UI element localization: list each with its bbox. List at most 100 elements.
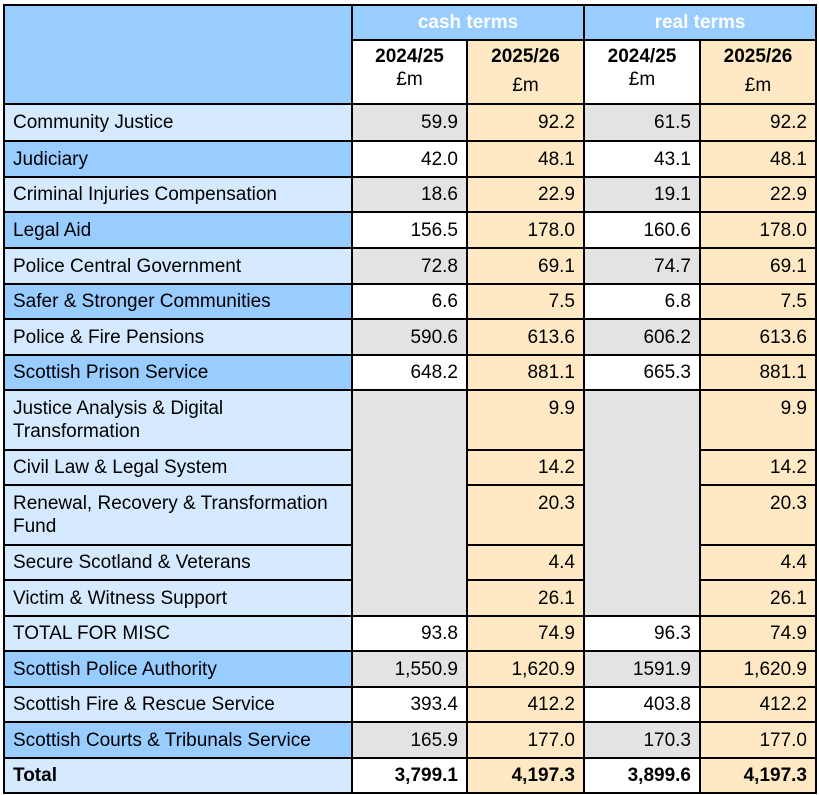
row-label: Scottish Police Authority	[3, 650, 353, 688]
cell: 178.0	[466, 211, 585, 249]
row-label: Justice Analysis & Digital Transformatio…	[3, 389, 353, 451]
cell: 177.0	[699, 721, 817, 759]
cell: 69.1	[699, 247, 817, 285]
cell: 1,620.9	[466, 650, 585, 688]
cell: 48.1	[466, 140, 585, 178]
cell: 1,550.9	[351, 650, 468, 688]
cell: 26.1	[699, 579, 817, 617]
row-label: Scottish Courts & Tribunals Service	[3, 721, 353, 759]
cell: 74.9	[466, 615, 585, 652]
cell: 20.3	[699, 484, 817, 546]
cell: 22.9	[699, 176, 817, 213]
row-label: Safer & Stronger Communities	[3, 283, 353, 320]
cell: 1,620.9	[699, 650, 817, 688]
row-label: Legal Aid	[3, 211, 353, 249]
cell: 48.1	[699, 140, 817, 178]
cell: 7.5	[466, 283, 585, 320]
cell: 393.4	[351, 686, 468, 723]
empty-cell	[351, 389, 468, 617]
cell: 20.3	[466, 484, 585, 546]
table-row: Scottish Prison Service 648.2 881.1 665.…	[3, 354, 817, 391]
cell: 14.2	[699, 449, 817, 486]
cell: 170.3	[583, 721, 701, 759]
column-header-cash-2025: 2025/26 £m	[466, 39, 585, 105]
column-header-real-2025: 2025/26 £m	[699, 39, 817, 105]
table-row: Scottish Fire & Rescue Service 393.4 412…	[3, 686, 817, 723]
cell: 412.2	[466, 686, 585, 723]
cell: 4.4	[699, 544, 817, 581]
total-cell: 3,799.1	[351, 757, 468, 794]
table-row: Legal Aid 156.5 178.0 160.6 178.0	[3, 211, 817, 249]
row-label: Scottish Prison Service	[3, 354, 353, 391]
cell: 92.2	[466, 103, 585, 142]
cell: 648.2	[351, 354, 468, 391]
cell: 93.8	[351, 615, 468, 652]
table-row: Safer & Stronger Communities 6.6 7.5 6.8…	[3, 283, 817, 320]
column-header-cash-2024: 2024/25 £m	[351, 39, 468, 105]
cell: 96.3	[583, 615, 701, 652]
column-header-real-2024: 2024/25 £m	[583, 39, 701, 105]
row-label: Renewal, Recovery & Transformation Fund	[3, 484, 353, 546]
total-label: Total	[3, 757, 353, 794]
total-cell: 4,197.3	[466, 757, 585, 794]
cell: 160.6	[583, 211, 701, 249]
cell: 69.1	[466, 247, 585, 285]
cell: 613.6	[699, 318, 817, 356]
cell: 178.0	[699, 211, 817, 249]
table-row: Criminal Injuries Compensation 18.6 22.9…	[3, 176, 817, 213]
cell: 606.2	[583, 318, 701, 356]
cell: 9.9	[699, 389, 817, 451]
cell: 665.3	[583, 354, 701, 391]
table-row: Civil Law & Legal System 14.2 14.2	[3, 449, 817, 486]
total-cell: 4,197.3	[699, 757, 817, 794]
cell: 72.8	[351, 247, 468, 285]
cell: 177.0	[466, 721, 585, 759]
cell: 19.1	[583, 176, 701, 213]
table-row: Renewal, Recovery & Transformation Fund …	[3, 484, 817, 546]
cell: 6.8	[583, 283, 701, 320]
row-label: Secure Scotland & Veterans	[3, 544, 353, 581]
cell: 613.6	[466, 318, 585, 356]
empty-cell	[583, 389, 701, 617]
budget-table: cash terms real terms 2024/25 £m 2025/26 £…	[3, 4, 817, 794]
cell: 403.8	[583, 686, 701, 723]
group-header-cash: cash terms	[351, 4, 585, 41]
cell: 881.1	[699, 354, 817, 391]
cell: 74.9	[699, 615, 817, 652]
cell: 59.9	[351, 103, 468, 142]
cell: 43.1	[583, 140, 701, 178]
table-row: Police & Fire Pensions 590.6 613.6 606.2…	[3, 318, 817, 356]
cell: 156.5	[351, 211, 468, 249]
cell: 6.6	[351, 283, 468, 320]
row-label: Scottish Fire & Rescue Service	[3, 686, 353, 723]
table-row: Police Central Government 72.8 69.1 74.7…	[3, 247, 817, 285]
row-label: Community Justice	[3, 103, 353, 142]
cell: 7.5	[699, 283, 817, 320]
total-cell: 3,899.6	[583, 757, 701, 794]
cell: 42.0	[351, 140, 468, 178]
table-row: Scottish Courts & Tribunals Service 165.…	[3, 721, 817, 759]
row-label: Police & Fire Pensions	[3, 318, 353, 356]
cell: 590.6	[351, 318, 468, 356]
row-label: TOTAL FOR MISC	[3, 615, 353, 652]
table-row: Victim & Witness Support 26.1 26.1	[3, 579, 817, 617]
cell: 14.2	[466, 449, 585, 486]
cell: 412.2	[699, 686, 817, 723]
table-row: Justice Analysis & Digital Transformatio…	[3, 389, 817, 617]
table-row: Scottish Police Authority 1,550.9 1,620.…	[3, 650, 817, 688]
cell: 22.9	[466, 176, 585, 213]
total-row: Total 3,799.1 4,197.3 3,899.6 4,197.3	[3, 757, 817, 794]
table-row: Judiciary 42.0 48.1 43.1 48.1	[3, 140, 817, 178]
table-row: TOTAL FOR MISC 93.8 74.9 96.3 74.9	[3, 615, 817, 652]
cell: 9.9	[466, 389, 585, 451]
cell: 881.1	[466, 354, 585, 391]
row-label: Police Central Government	[3, 247, 353, 285]
cell: 18.6	[351, 176, 468, 213]
table-row: Community Justice 59.9 92.2 61.5 92.2	[3, 103, 817, 142]
cell: 74.7	[583, 247, 701, 285]
cell: 4.4	[466, 544, 585, 581]
group-header-real: real terms	[583, 4, 817, 41]
cell: 1591.9	[583, 650, 701, 688]
cell: 26.1	[466, 579, 585, 617]
row-label: Victim & Witness Support	[3, 579, 353, 617]
